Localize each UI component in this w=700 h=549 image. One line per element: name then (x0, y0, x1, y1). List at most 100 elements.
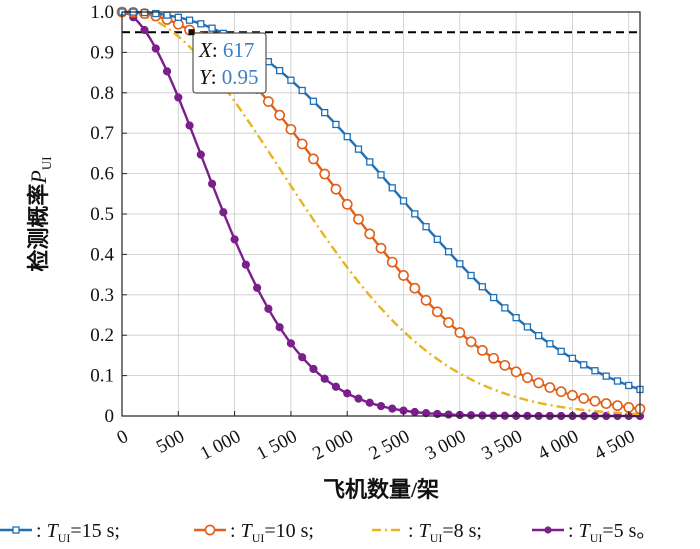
datatip-y-label: Y (199, 65, 213, 89)
y-tick-label: 0.2 (90, 325, 114, 346)
legend-label: : TUI=15 s; (36, 520, 120, 545)
legend-value: =8 s; (442, 520, 482, 542)
data-point (174, 13, 182, 21)
data-point (499, 359, 511, 371)
x-tick-label: 4 500 (591, 426, 639, 465)
legend: : TUI=15 s;: TUI=10 s;: TUI=8 s;: TUI=5 … (0, 520, 656, 545)
data-point (151, 44, 160, 53)
y-tick-label: 0 (105, 406, 115, 427)
data-point (196, 150, 205, 159)
data-point (321, 108, 329, 117)
datatip-marker (188, 29, 195, 36)
legend-item-3[interactable]: : TUI=5 s。 (532, 520, 656, 545)
data-point (163, 11, 171, 19)
data-point (208, 24, 216, 32)
x-tick-label: 4 000 (535, 426, 583, 465)
data-point (319, 168, 331, 180)
data-point (152, 9, 160, 18)
datatip-y-value: 0.95 (222, 65, 259, 89)
series-2 (122, 10, 641, 416)
data-point (409, 282, 421, 294)
legend-marker (12, 526, 20, 534)
x-tick-label: 3 000 (422, 426, 470, 465)
x-tick-label: 1 000 (197, 426, 245, 465)
data-point (264, 304, 273, 313)
data-point (433, 235, 441, 243)
legend-symbol: T (579, 520, 592, 542)
data-point (488, 352, 500, 364)
data-point (510, 366, 522, 378)
y-axis-title-text: 检测概率 (26, 184, 51, 272)
data-point (612, 400, 623, 412)
x-axis-title: 飞机数量/架 (323, 477, 439, 502)
data-point (465, 336, 477, 348)
data-point (343, 389, 352, 398)
data-point (546, 340, 554, 348)
data-point (330, 183, 342, 195)
y-axis-title-symbol: P (26, 170, 51, 184)
x-tick-label: 2 000 (309, 426, 357, 465)
data-point (421, 409, 431, 418)
data-point (466, 411, 476, 420)
data-point (262, 96, 274, 107)
data-point (286, 339, 296, 348)
x-tick-label: 1 500 (253, 426, 301, 465)
y-tick-label: 0.4 (90, 244, 114, 265)
data-point (578, 393, 590, 404)
y-tick-label: 0.5 (90, 204, 114, 225)
data-point (411, 210, 419, 218)
data-point (230, 235, 239, 244)
data-point (456, 260, 464, 268)
datatip-x-row: X: 617 (198, 38, 254, 62)
data-point (253, 283, 262, 292)
data-point (320, 374, 329, 383)
legend-item-0[interactable]: : TUI=15 s; (0, 520, 120, 545)
data-point (600, 398, 612, 409)
x-tick-label: 2 500 (366, 426, 414, 465)
data-point (420, 294, 432, 306)
data-point (366, 158, 374, 166)
data-point (555, 386, 567, 398)
y-tick-label: 0.8 (90, 83, 114, 104)
legend-sep: : (408, 520, 419, 542)
legend-symbol: T (419, 520, 432, 542)
data-point (287, 76, 295, 84)
data-point (431, 306, 443, 318)
y-tick-label: 0.7 (90, 123, 114, 144)
data-point (501, 304, 509, 312)
datatip-x-value: 617 (223, 38, 255, 62)
legend-label: : TUI=5 s。 (568, 520, 656, 545)
data-point (512, 314, 520, 322)
data-point (399, 197, 408, 205)
data-point (535, 331, 543, 340)
data-point (219, 208, 228, 217)
legend-symbol: T (241, 520, 254, 542)
legend-sep: : (568, 520, 579, 542)
data-point (557, 347, 565, 355)
datatip-y-row: Y: 0.95 (199, 65, 259, 89)
data-point (140, 25, 149, 35)
data-point (523, 323, 532, 331)
data-point (364, 228, 376, 240)
data-point (476, 344, 488, 356)
data-point (623, 401, 635, 413)
data-point (241, 260, 250, 269)
data-point (274, 109, 286, 121)
data-point (567, 389, 578, 401)
legend-item-2[interactable]: : TUI=8 s; (372, 520, 482, 545)
legend-value: =15 s; (70, 520, 120, 542)
datatip-box (192, 32, 267, 94)
data-point (580, 361, 588, 369)
data-point (410, 407, 419, 417)
legend-item-1[interactable]: : TUI=10 s; (194, 520, 314, 545)
data-point (185, 16, 194, 24)
legend-sep: : (230, 520, 241, 542)
legend-subscript: UI (430, 531, 443, 545)
data-point (478, 283, 486, 291)
y-axis-title-subscript: UI (39, 156, 54, 170)
data-point (386, 256, 398, 268)
data-point (343, 132, 351, 141)
datatip[interactable]: X: 617 Y: 0.95 (188, 29, 267, 94)
data-point (365, 398, 374, 407)
